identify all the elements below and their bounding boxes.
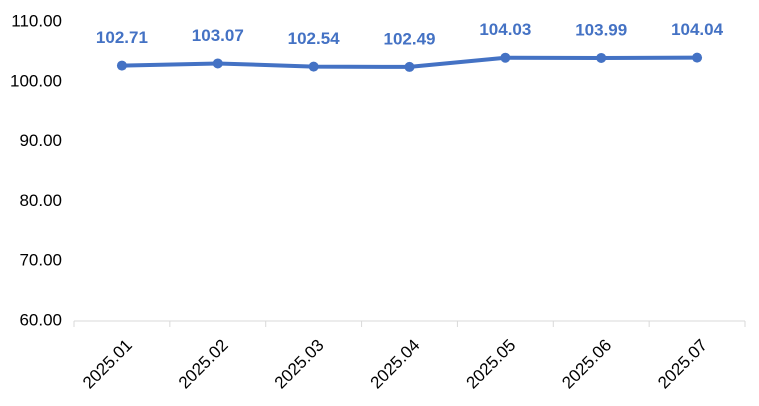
x-tick-label: 2025.03 xyxy=(271,336,328,393)
point xyxy=(596,52,607,63)
y-tick-label: 70.00 xyxy=(19,251,62,270)
point xyxy=(212,58,223,69)
point xyxy=(404,61,415,72)
point xyxy=(116,60,127,71)
y-tick-label: 90.00 xyxy=(19,131,62,150)
value-label: 103.99 xyxy=(575,20,627,39)
point xyxy=(308,61,319,72)
x-tick-label: 2025.01 xyxy=(79,336,136,393)
y-tick-label: 80.00 xyxy=(19,191,62,210)
y-tick-label: 60.00 xyxy=(19,310,62,329)
x-tick-label: 2025.05 xyxy=(462,336,519,393)
value-label: 102.49 xyxy=(384,29,436,48)
value-label: 104.03 xyxy=(479,20,531,39)
x-tick-label: 2025.06 xyxy=(558,336,615,393)
x-tick-label: 2025.02 xyxy=(175,336,232,393)
value-label: 102.54 xyxy=(288,29,341,48)
value-label: 102.71 xyxy=(96,28,148,47)
point xyxy=(692,52,703,63)
y-tick-label: 110.00 xyxy=(11,11,62,30)
value-label: 103.07 xyxy=(192,26,244,45)
point xyxy=(500,52,511,63)
x-tick-label: 2025.07 xyxy=(654,336,711,393)
y-tick-label: 100.00 xyxy=(10,71,62,90)
value-label: 104.04 xyxy=(671,20,724,39)
x-tick-label: 2025.04 xyxy=(367,336,424,393)
